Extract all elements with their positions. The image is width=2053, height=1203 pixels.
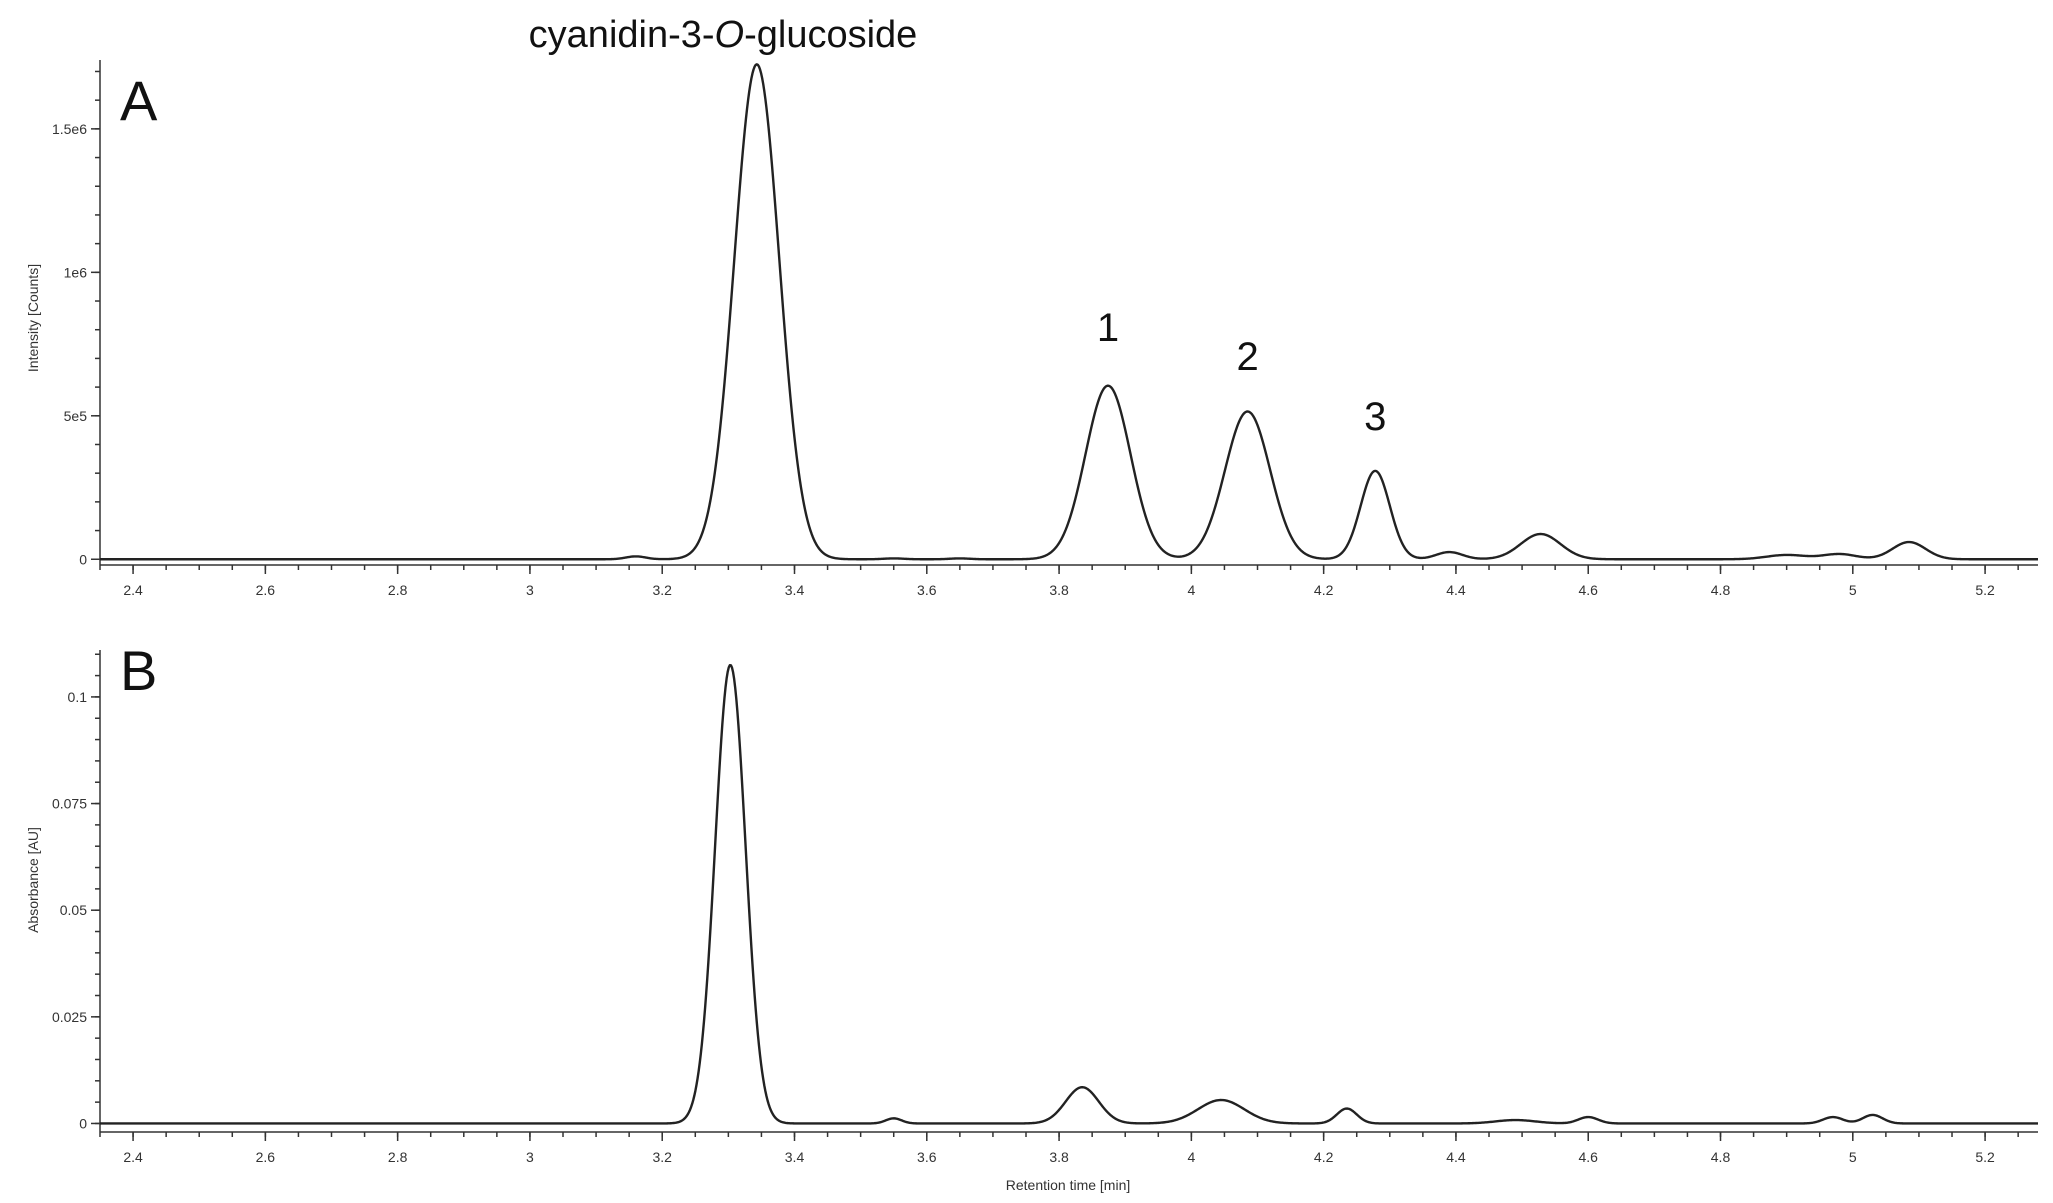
panel-b-y-tick-label: 0.025 <box>52 1009 87 1025</box>
panel-a-x-tick-label: 2.4 <box>123 582 143 598</box>
panel-b-y-tick-label: 0.075 <box>52 796 87 812</box>
panel-a-trace <box>99 63 2039 561</box>
panel-a-x-tick-label: 4.8 <box>1711 582 1731 598</box>
peak-label-2: 2 <box>1236 335 1258 379</box>
panel-b-x-tick-label: 4.6 <box>1578 1149 1598 1165</box>
panel-a: A Intensity [Counts] 0 5e5 1e6 1.5e6 2.4 2.6… <box>25 60 2039 598</box>
panel-a-y-tick-label: 5e5 <box>64 408 88 424</box>
panel-a-x-tick-label: 4.2 <box>1314 582 1334 598</box>
panel-b-x-tick-label: 5 <box>1849 1149 1857 1165</box>
panel-a-y-tick-label: 0 <box>79 551 87 567</box>
panel-b-x-tick-label: 3.6 <box>917 1149 937 1165</box>
panel-a-x-tick-label: 2.6 <box>256 582 276 598</box>
panel-a-x-axis: 2.4 2.6 2.8 3 3.2 3.4 3.6 3.8 4 4.2 4.4 4.6 4.8 5 5.2 <box>99 564 2038 598</box>
panel-a-x-tick-label: 3.8 <box>1049 582 1069 598</box>
panel-b-x-axis: 2.4 2.6 2.8 3 3.2 3.4 3.6 3.8 4 4.2 4.4 4.6 4.8 5 5.2 <box>99 1131 2038 1165</box>
panel-a-x-tick-label: 3.2 <box>652 582 672 598</box>
panel-b-trace <box>99 663 2039 1125</box>
panel-a-letter: A <box>120 69 158 132</box>
panel-a-x-tick-label: 4.4 <box>1446 582 1466 598</box>
panel-a-x-tick-label: 5.2 <box>1975 582 1995 598</box>
panel-b: B Absorbance [AU] 0 0.025 0.05 0.075 0.1 2.4… <box>25 639 2039 1193</box>
panel-b-x-tick-label: 4.8 <box>1711 1149 1731 1165</box>
panel-b-x-tick-label: 4.4 <box>1446 1149 1466 1165</box>
panel-b-x-tick-label: 4 <box>1187 1149 1195 1165</box>
panel-b-x-tick-label: 2.4 <box>123 1149 143 1165</box>
panel-b-x-tick-label: 3 <box>526 1149 534 1165</box>
panel-b-x-tick-label: 4.2 <box>1314 1149 1334 1165</box>
panel-a-y-axis-title: Intensity [Counts] <box>25 264 41 372</box>
panel-a-x-tick-label: 4 <box>1187 582 1195 598</box>
peak-label-3: 3 <box>1364 395 1386 439</box>
panel-b-y-tick-label: 0.1 <box>68 689 88 705</box>
panel-b-y-tick-label: 0 <box>79 1115 87 1131</box>
panel-b-x-tick-label: 5.2 <box>1975 1149 1995 1165</box>
panel-a-x-tick-label: 3.6 <box>917 582 937 598</box>
panel-b-y-tick-label: 0.05 <box>60 902 87 918</box>
panel-a-y-tick-label: 1e6 <box>64 264 88 280</box>
panel-a-peak-labels: 1 2 3 <box>1097 306 1386 439</box>
x-axis-title: Retention time [min] <box>1006 1177 1131 1193</box>
panel-b-y-axis-title: Absorbance [AU] <box>25 827 41 933</box>
panel-b-x-tick-label: 2.6 <box>256 1149 276 1165</box>
panel-b-y-axis: 0 0.025 0.05 0.075 0.1 <box>52 650 101 1132</box>
panel-b-x-tick-label: 3.2 <box>652 1149 672 1165</box>
panel-a-x-tick-label: 2.8 <box>388 582 408 598</box>
panel-a-x-tick-label: 3 <box>526 582 534 598</box>
peak-label-1: 1 <box>1097 306 1119 350</box>
chart-title: cyanidin-3-O-glucoside <box>529 14 918 56</box>
panel-a-x-tick-label: 4.6 <box>1578 582 1598 598</box>
panel-b-letter: B <box>120 639 157 702</box>
panel-a-x-tick-label: 3.4 <box>785 582 805 598</box>
panel-b-x-tick-label: 3.4 <box>785 1149 805 1165</box>
panel-a-y-axis: 0 5e5 1e6 1.5e6 <box>52 60 101 567</box>
panel-a-x-tick-label: 5 <box>1849 582 1857 598</box>
panel-b-x-tick-label: 2.8 <box>388 1149 408 1165</box>
panel-b-x-tick-label: 3.8 <box>1049 1149 1069 1165</box>
panel-a-y-tick-label: 1.5e6 <box>52 121 87 137</box>
